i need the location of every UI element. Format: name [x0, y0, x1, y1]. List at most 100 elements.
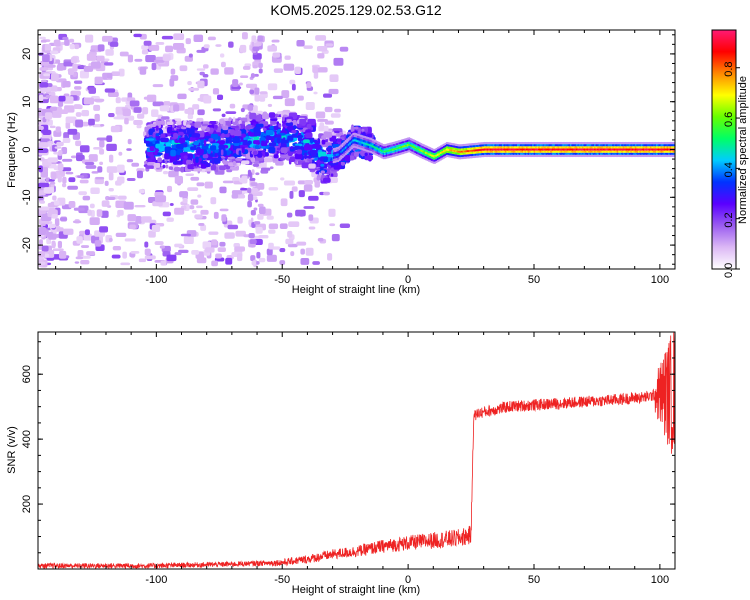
spectrogram-cell: [129, 100, 140, 107]
spectrogram-cell: [173, 166, 181, 172]
spectrogram-cell: [84, 229, 90, 236]
spectrogram-cell: [53, 39, 61, 47]
spectrogram-cell: [168, 166, 174, 170]
spectrogram-cell: [74, 86, 82, 90]
spectrogram-cell: [154, 241, 164, 246]
spectrogram-cell: [58, 150, 63, 156]
spectrogram-cell: [46, 231, 54, 238]
spectrogram-cell: [304, 152, 307, 160]
spectrogram-cell: [187, 114, 194, 120]
spectrogram-cell: [174, 161, 184, 165]
spectrogram-cell: [43, 187, 55, 194]
spectrogram-cell: [141, 216, 152, 223]
spectrogram-cell: [200, 160, 208, 164]
spectrogram-cell: [194, 214, 203, 219]
spectrogram-cell: [193, 34, 204, 42]
spectrogram-cell: [239, 44, 247, 53]
spectrogram-cell: [303, 139, 310, 144]
spectrogram-cell: [323, 157, 328, 163]
spectrogram-cell: [127, 214, 137, 222]
spectrogram-cell: [258, 68, 263, 74]
spectrogram-cell: [240, 75, 249, 79]
spectrogram-cell: [97, 166, 103, 173]
spectrogram-cell: [331, 131, 335, 135]
spectrogram-cell: [94, 76, 103, 85]
spectrogram-cell: [126, 178, 136, 181]
spectrogram-cell: [267, 83, 278, 91]
spectrogram-cell: [204, 181, 213, 189]
spectrogram-cell: [255, 115, 262, 122]
spectrogram-cell: [364, 154, 374, 161]
spectrogram-cell: [54, 146, 62, 149]
spectrogram-cell: [194, 161, 197, 167]
spectrogram-cell: [83, 97, 95, 105]
spectrogram-cell: [366, 133, 373, 138]
spectrogram-cell: [305, 247, 314, 256]
spectrogram-cell: [186, 124, 192, 128]
spectrogram-cell: [297, 180, 307, 185]
spectrogram-cell: [219, 165, 226, 171]
spectrogram-cell: [145, 55, 156, 63]
spectrogram-cell: [175, 121, 182, 125]
spectrogram-cell: [118, 151, 123, 156]
spectrogram-cell: [196, 68, 206, 71]
spectrogram-cell: [221, 214, 227, 222]
spectrogram-cell: [75, 112, 82, 117]
spectrogram-cell: [50, 73, 59, 82]
spectrogram-cell: [255, 172, 260, 176]
spectrogram-cell: [320, 163, 325, 167]
spectrogram-cell: [126, 148, 132, 151]
spectrogram-cell: [225, 111, 237, 114]
colorbar-tick-label: 0.8: [723, 61, 735, 76]
x-tick-label: -100: [145, 274, 167, 286]
spectrogram-cell: [149, 146, 155, 151]
spectrogram-cell: [259, 91, 268, 95]
spectrogram-cell: [217, 247, 226, 253]
spectrogram-cell: [250, 255, 256, 262]
spectrogram-cell: [197, 80, 205, 89]
spectrogram-cell: [223, 120, 232, 127]
spectrogram-cell: [217, 94, 224, 100]
spectrogram-cell: [253, 132, 260, 137]
spectrogram-cell: [202, 241, 212, 250]
spectrogram-cell: [290, 251, 295, 257]
spectrogram-cell: [119, 51, 129, 57]
spectrogram-cell: [186, 159, 192, 165]
spectrogram-cell: [60, 41, 66, 46]
spectrogram-cell: [38, 125, 44, 131]
spectrogram-cell: [253, 163, 260, 167]
colorbar: 0.0 0.2 0.4 0.6 0.8 Normalized spectral ampl…: [711, 29, 749, 278]
spectrogram-cell: [78, 191, 88, 196]
spectrogram-cell: [240, 160, 250, 165]
spectrogram-cell: [331, 233, 340, 242]
spectrogram-cell: [112, 245, 122, 251]
spectrogram-cell: [169, 78, 175, 87]
spectrogram-cell: [99, 226, 109, 233]
spectrogram-cell: [315, 35, 327, 41]
spectrogram-cell: [38, 182, 50, 188]
spectrogram-cell: [49, 125, 56, 129]
spectrogram-cell: [255, 123, 264, 128]
spectrogram-cell: [117, 209, 124, 216]
spectrogram-cell: [266, 248, 273, 256]
spectrogram-cell: [361, 128, 365, 132]
spectrogram-cell: [178, 137, 186, 144]
spectrogram-cell: [247, 140, 252, 145]
spectrogram-cell: [308, 195, 319, 201]
spectrogram-cell: [219, 208, 229, 212]
spectrogram-cell: [270, 118, 278, 121]
spectrogram-cell: [200, 164, 207, 169]
spectrogram-cell: [300, 258, 310, 265]
spectrogram-cell: [174, 252, 182, 256]
spectrogram-cell: [305, 132, 313, 139]
spectrogram-cell: [310, 138, 313, 144]
colorbar-tick-label: 0.2: [723, 212, 735, 227]
spectrogram-cell: [350, 126, 355, 133]
spectrogram-cell: [79, 145, 90, 153]
spectrogram-cell: [251, 41, 255, 49]
spectrogram-cell: [135, 215, 142, 224]
spectrogram-cell: [315, 111, 326, 119]
colorbar-gradient: [711, 29, 737, 270]
spectrogram-cell: [262, 113, 269, 120]
spectrogram-cell: [164, 146, 172, 154]
